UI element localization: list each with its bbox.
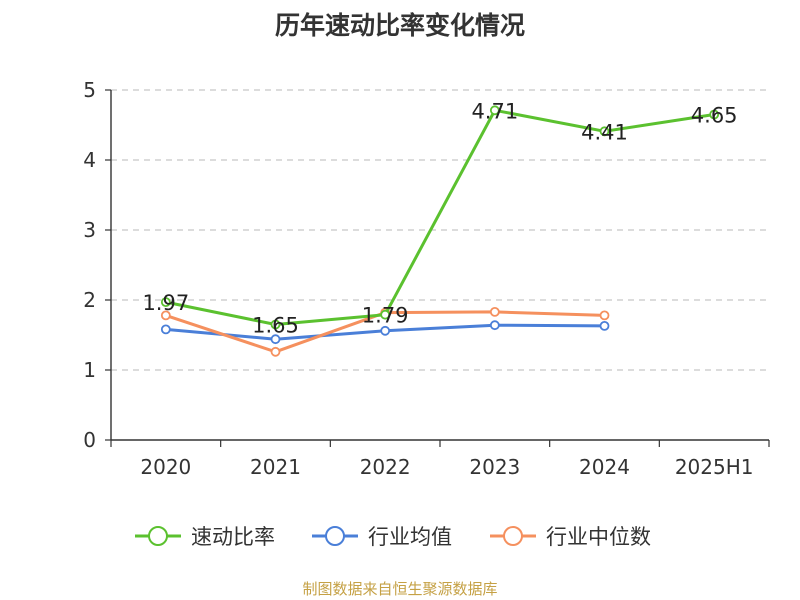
series-lines [160, 105, 720, 357]
legend-item[interactable]: 行业均值 [312, 525, 452, 549]
data-label: 1.97 [142, 291, 189, 315]
y-tick-label: 0 [83, 428, 96, 452]
x-tick-label: 2023 [469, 455, 520, 479]
data-label: 1.65 [252, 314, 299, 338]
data-point [380, 309, 391, 320]
y-tick-label: 4 [83, 148, 96, 172]
chart-title: 历年速动比率变化情况 [274, 11, 525, 40]
data-label: 4.65 [691, 104, 738, 128]
legend-circle-icon [325, 526, 345, 546]
x-tick-label: 2024 [579, 455, 630, 479]
data-label: 4.41 [581, 120, 628, 144]
y-tick-label: 5 [83, 78, 96, 102]
axes: 0 1 2 3 4 5 2020 2021 2022 2023 2024 2025H1 [83, 78, 770, 479]
data-point [709, 109, 720, 120]
legend-circle-icon [503, 526, 523, 546]
y-tick-label: 2 [83, 288, 96, 312]
x-tick-label: 2021 [250, 455, 301, 479]
data-point [160, 324, 171, 335]
data-point [160, 297, 171, 308]
data-point [160, 310, 171, 321]
x-tick-label: 2020 [140, 455, 191, 479]
data-point [270, 319, 281, 330]
data-point [489, 306, 500, 317]
data-label: 4.71 [471, 99, 518, 123]
data-point [380, 325, 391, 336]
y-tick-label: 1 [83, 358, 96, 382]
data-point [489, 105, 500, 116]
legend-label: 速动比率 [191, 525, 275, 549]
data-point [270, 346, 281, 357]
legend[interactable]: 速动比率 行业均值 行业中位数 [135, 525, 651, 549]
data-point [599, 126, 610, 137]
x-tick-label: 2025H1 [675, 455, 754, 479]
series-line [165, 108, 715, 326]
legend-circle-icon [148, 526, 168, 546]
legend-label: 行业中位数 [546, 525, 651, 549]
data-label: 1.79 [362, 304, 409, 328]
data-labels: 1.97 1.65 1.79 4.71 4.41 4.65 [142, 99, 737, 337]
data-point [599, 310, 610, 321]
data-point [489, 320, 500, 331]
legend-item[interactable]: 行业中位数 [490, 525, 651, 549]
data-point [599, 320, 610, 331]
legend-item[interactable]: 速动比率 [135, 525, 275, 549]
x-tick-label: 2022 [360, 455, 411, 479]
source-note: 制图数据来自恒生聚源数据库 [302, 580, 498, 598]
data-point [270, 334, 281, 345]
legend-label: 行业均值 [368, 525, 452, 549]
y-tick-label: 3 [83, 218, 96, 242]
